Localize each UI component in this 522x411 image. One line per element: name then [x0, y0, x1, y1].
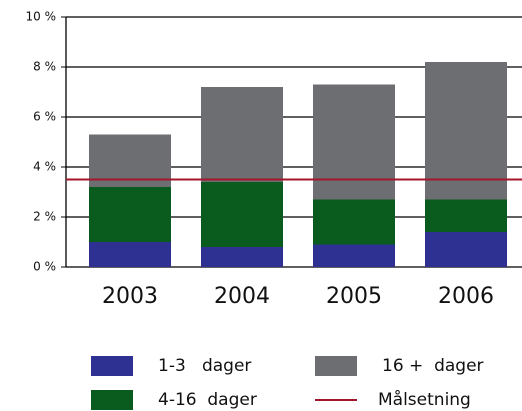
y-tick-label: 10 %: [26, 10, 57, 24]
bar-segment: [313, 84, 395, 200]
bar-segment: [201, 182, 283, 247]
legend-swatch: [91, 356, 133, 376]
bar-segment: [201, 247, 283, 267]
bar-segment: [425, 232, 507, 267]
x-tick-label: 2003: [102, 284, 158, 309]
bar-segment: [201, 87, 283, 182]
legend-label: 16 + dager: [382, 356, 484, 376]
y-tick-label: 6 %: [33, 110, 56, 124]
legend-label: Målsetning: [378, 389, 471, 410]
bar-segment: [425, 62, 507, 200]
legend-swatch: [315, 356, 357, 376]
bar-segment: [313, 244, 395, 267]
y-tick-label: 8 %: [33, 60, 56, 74]
bar-segment: [89, 187, 171, 242]
bar-segment: [89, 242, 171, 267]
legend-label: 4-16 dager: [158, 390, 257, 410]
bar-segment: [313, 199, 395, 245]
bar-segment: [425, 199, 507, 232]
y-tick-label: 4 %: [33, 160, 56, 174]
legend-swatch: [91, 390, 133, 410]
y-tick-label: 2 %: [33, 210, 56, 224]
x-tick-label: 2004: [214, 284, 270, 309]
y-tick-label: 0 %: [33, 260, 56, 274]
x-tick-label: 2005: [326, 284, 382, 309]
bar-segment: [89, 134, 171, 187]
x-tick-label: 2006: [438, 284, 494, 309]
legend-label: 1-3 dager: [158, 356, 251, 376]
